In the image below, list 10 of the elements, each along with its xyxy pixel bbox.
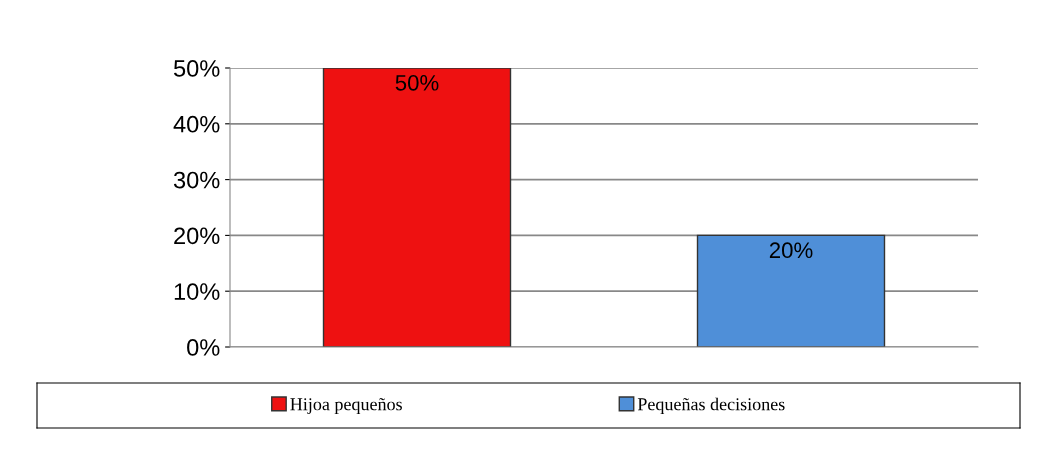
y-tick-label: 10% xyxy=(174,283,220,300)
y-tick-label: 50% xyxy=(173,60,220,77)
y-tick-label: 20% xyxy=(174,227,220,245)
legend-label: Pequeñas decisiones xyxy=(637,397,785,415)
data-label: 50% xyxy=(395,74,439,91)
y-tick-label: 40% xyxy=(173,115,220,133)
y-tick-label: 30% xyxy=(173,171,220,189)
data-label: 20% xyxy=(769,242,813,259)
y-tick-label: 0% xyxy=(187,339,220,356)
legend-label: Hijoa pequeños xyxy=(290,398,402,415)
